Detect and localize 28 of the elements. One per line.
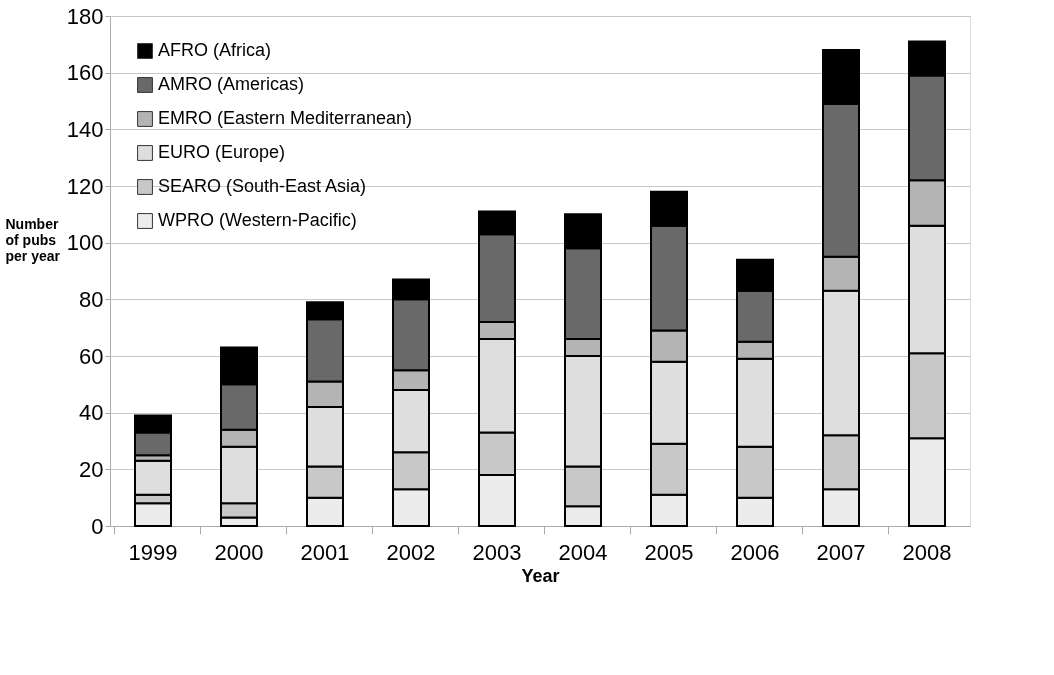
y-tick-label: 140 — [66, 116, 104, 142]
x-tick-label: 2005 — [644, 539, 694, 565]
x-tick-label: 2000 — [214, 539, 264, 565]
y-tick-label: 100 — [66, 230, 104, 256]
x-tick-label: 2008 — [902, 539, 952, 565]
legend-label: WPRO (Western-Pacific) — [158, 210, 357, 230]
y-tick-label: 20 — [79, 456, 104, 482]
x-axis-title: Year — [521, 565, 560, 586]
x-tick-label: 2003 — [472, 539, 522, 565]
legend-label: SEARO (South-East Asia) — [158, 176, 367, 196]
x-tick-label: 2001 — [300, 539, 350, 565]
y-tick-label: 80 — [79, 286, 104, 312]
y-tick-label: 60 — [79, 343, 104, 369]
x-tick-label: 2002 — [386, 539, 436, 565]
legend-label: EURO (Europe) — [158, 142, 286, 162]
y-axis-title: Number of pubs per year — [5, 215, 61, 264]
legend-label: AMRO (Americas) — [158, 74, 305, 94]
y-tick-label: 180 — [66, 3, 104, 29]
x-tick-label: 1999 — [128, 539, 178, 565]
x-tick-label: 2007 — [816, 539, 866, 565]
y-tick-label: 0 — [91, 513, 104, 539]
y-tick-label: 160 — [66, 60, 104, 86]
y-tick-label: 40 — [79, 400, 104, 426]
y-tick-label: 120 — [66, 173, 104, 199]
x-tick-label: 2004 — [558, 539, 608, 565]
x-tick-label: 2006 — [730, 539, 780, 565]
legend-label: EMRO (Eastern Mediterranean) — [158, 108, 413, 128]
legend-label: AFRO (Africa) — [158, 40, 272, 60]
